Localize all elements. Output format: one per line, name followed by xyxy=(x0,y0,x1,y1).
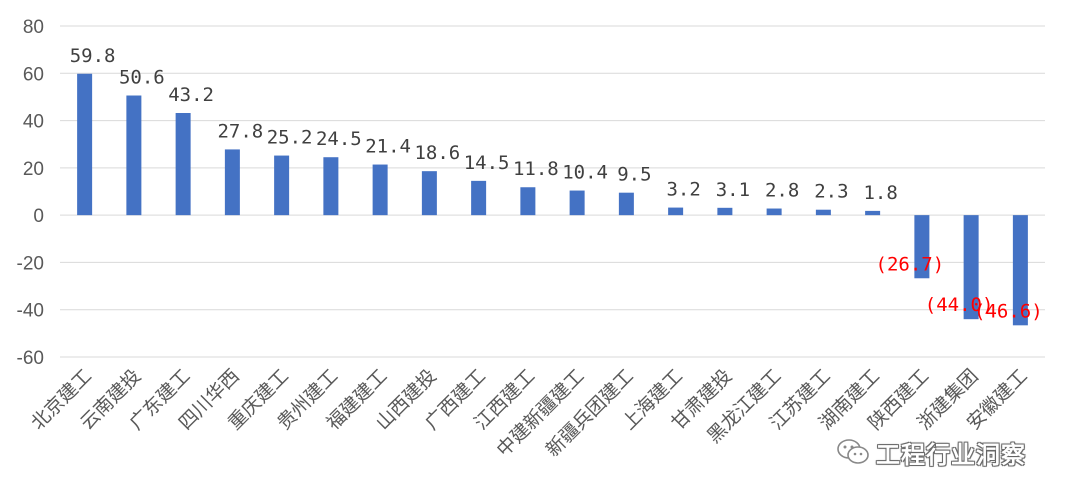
wechat-icon xyxy=(836,435,870,469)
data-label: 2.3 xyxy=(814,181,848,203)
y-axis-tick-labels: 80 60 40 20 0 -20 -40 -60 xyxy=(17,17,44,369)
bar xyxy=(618,192,634,216)
data-label: (46.6) xyxy=(974,300,1043,322)
bar xyxy=(126,95,142,216)
y-tick-label: 20 xyxy=(23,159,44,180)
watermark-text: 工程行业洞察 xyxy=(876,440,1026,469)
data-label: 2.8 xyxy=(765,180,799,202)
data-label: 11.8 xyxy=(513,158,559,180)
bar xyxy=(1012,215,1028,326)
data-label: 50.6 xyxy=(119,67,165,89)
data-label: (44.0) xyxy=(925,294,994,316)
bar xyxy=(372,164,388,216)
bar xyxy=(175,113,191,216)
data-label: 10.4 xyxy=(562,162,608,184)
bar xyxy=(77,73,93,216)
bar xyxy=(323,157,339,216)
data-label: 18.6 xyxy=(414,142,460,164)
watermark: 工程行业洞察 xyxy=(836,430,1066,474)
y-tick-label: 0 xyxy=(33,206,44,227)
data-label: 25.2 xyxy=(267,127,313,149)
data-label: 24.5 xyxy=(316,128,362,150)
data-label: 14.5 xyxy=(464,152,510,174)
bar xyxy=(471,180,487,216)
bar xyxy=(914,215,930,279)
data-label: 1.8 xyxy=(863,182,897,204)
bar xyxy=(865,210,881,216)
y-tick-label: 60 xyxy=(23,64,44,85)
bar xyxy=(963,215,979,320)
data-label: (26.7) xyxy=(876,253,945,275)
data-label: 9.5 xyxy=(617,164,651,186)
y-tick-label: -60 xyxy=(17,348,44,369)
data-label: 43.2 xyxy=(168,84,214,106)
bars xyxy=(77,73,1028,326)
bar xyxy=(815,209,831,216)
bar xyxy=(224,149,240,216)
data-label: 21.4 xyxy=(365,136,411,158)
data-label: 3.1 xyxy=(716,179,750,201)
data-label: 27.8 xyxy=(217,120,263,142)
bar xyxy=(766,208,782,216)
y-tick-label: -20 xyxy=(17,253,44,274)
data-labels: 59.850.643.227.8 25.2 24.5 21.4 18.6 14.5 11.8… xyxy=(70,45,1043,323)
y-tick-label: -40 xyxy=(17,301,44,322)
y-tick-label: 40 xyxy=(23,112,44,133)
data-label: 59.8 xyxy=(70,45,116,67)
bar xyxy=(421,171,437,216)
bar xyxy=(717,207,733,216)
grid-lines xyxy=(60,25,1045,358)
bar xyxy=(274,155,290,216)
y-tick-label: 80 xyxy=(23,17,44,38)
data-label: 3.2 xyxy=(666,179,700,201)
bar xyxy=(668,207,684,216)
bar xyxy=(569,190,585,216)
bar xyxy=(520,187,536,216)
